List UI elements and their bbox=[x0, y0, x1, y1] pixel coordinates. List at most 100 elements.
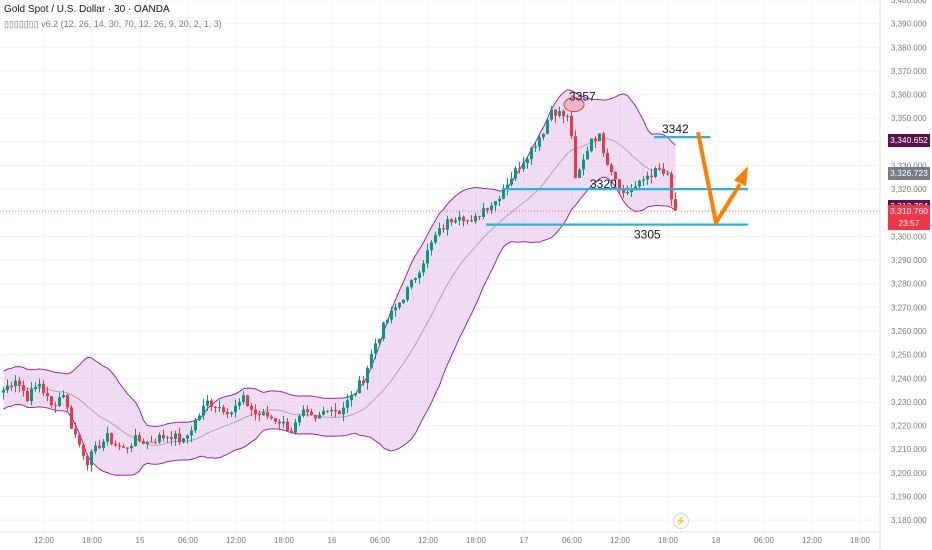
projection-arrow bbox=[696, 131, 742, 225]
candle-body bbox=[86, 455, 89, 466]
candle-body bbox=[362, 380, 365, 383]
candle-body bbox=[290, 430, 293, 433]
candle-body bbox=[134, 435, 137, 447]
candle-body bbox=[230, 412, 233, 415]
price-tick: 3,290.000 bbox=[891, 256, 927, 265]
candle-body bbox=[478, 215, 481, 217]
high-label: 3357 bbox=[569, 90, 596, 104]
candle-body bbox=[594, 138, 597, 142]
candle-body bbox=[142, 441, 145, 444]
candle-body bbox=[662, 168, 665, 174]
candle-body bbox=[618, 179, 621, 191]
candle-body bbox=[654, 168, 657, 177]
candle-body bbox=[598, 133, 601, 142]
candle-body bbox=[222, 407, 225, 413]
candle-body bbox=[234, 405, 237, 413]
candle-body bbox=[54, 405, 57, 407]
candle-body bbox=[342, 407, 345, 415]
candle-body bbox=[382, 322, 385, 339]
candle-body bbox=[570, 115, 573, 137]
candle-body bbox=[346, 400, 349, 408]
candle-body bbox=[334, 409, 337, 412]
candle-body bbox=[482, 208, 485, 217]
candle-body bbox=[418, 272, 421, 279]
candle-body bbox=[182, 438, 185, 443]
time-tick: 18:00 bbox=[466, 536, 487, 545]
candle-body bbox=[554, 109, 557, 116]
candle-body bbox=[558, 111, 561, 116]
candle-body bbox=[106, 433, 109, 442]
candle-body bbox=[78, 434, 81, 445]
price-tick: 3,260.000 bbox=[891, 327, 927, 336]
price-tick: 3,300.000 bbox=[891, 232, 927, 241]
candle-body bbox=[286, 421, 289, 431]
candle-body bbox=[10, 385, 13, 387]
candle-body bbox=[626, 192, 629, 194]
candle-body bbox=[614, 172, 617, 180]
candles bbox=[2, 105, 677, 472]
candle-body bbox=[422, 263, 425, 273]
candle-body bbox=[358, 380, 361, 394]
price-tick: 3,270.000 bbox=[891, 303, 927, 312]
candle-body bbox=[114, 443, 117, 446]
candle-body bbox=[398, 302, 401, 308]
candle-body bbox=[450, 219, 453, 223]
candle-body bbox=[582, 159, 585, 170]
time-tick: 06:00 bbox=[562, 536, 583, 545]
candle-body bbox=[566, 115, 569, 117]
price-badge: 3,326.723 bbox=[888, 167, 930, 181]
candle-body bbox=[366, 367, 369, 383]
time-tick: 18:00 bbox=[274, 536, 295, 545]
candle-body bbox=[58, 397, 61, 406]
candle-body bbox=[246, 395, 249, 406]
price-tick: 3,180.000 bbox=[891, 516, 927, 525]
candle-body bbox=[306, 409, 309, 413]
candle-body bbox=[574, 136, 577, 178]
high-circle bbox=[563, 97, 585, 113]
candle-body bbox=[42, 383, 45, 393]
candle-body bbox=[602, 133, 605, 153]
candle-body bbox=[170, 437, 173, 440]
candle-body bbox=[330, 409, 333, 412]
candle-body bbox=[62, 395, 65, 398]
time-tick: 18:00 bbox=[82, 536, 103, 545]
lightning-icon[interactable]: ⚡ bbox=[673, 513, 689, 529]
candle-body bbox=[442, 228, 445, 230]
candle-body bbox=[462, 216, 465, 222]
candle-body bbox=[94, 445, 97, 452]
candle-body bbox=[282, 421, 285, 424]
candle-body bbox=[70, 407, 73, 429]
candle-body bbox=[30, 388, 33, 402]
price-badge: 3,310.760 23:57 bbox=[888, 205, 930, 230]
time-tick: 18:00 bbox=[850, 536, 871, 545]
candle-body bbox=[82, 444, 85, 456]
symbol-title[interactable]: Gold Spot / U.S. Dollar · 30 · OANDA bbox=[4, 4, 170, 15]
candle-body bbox=[350, 394, 353, 401]
candle-body bbox=[534, 146, 537, 148]
candle-body bbox=[514, 168, 517, 179]
candle-body bbox=[198, 415, 201, 420]
time-tick: 06:00 bbox=[754, 536, 775, 545]
candle-body bbox=[530, 147, 533, 160]
time-axis: 12:00 18:00 15 06:00 12:00 18:00 16 06:00 12:00 1… bbox=[0, 531, 880, 545]
candle-body bbox=[214, 406, 217, 408]
candle-body bbox=[498, 198, 501, 202]
price-tick: 3,360.000 bbox=[891, 91, 927, 100]
candle-body bbox=[178, 433, 181, 443]
projection-arrowhead bbox=[734, 166, 748, 187]
indicator-legend[interactable]: ▯▯▯▯▯▯▯ v6.2 (12, 26, 14, 30, 70, 12, 26… bbox=[4, 19, 222, 29]
candle-body bbox=[542, 133, 545, 138]
candle-body bbox=[410, 279, 413, 288]
countdown: 23:57 bbox=[898, 218, 920, 228]
candle-body bbox=[310, 412, 313, 416]
candle-body bbox=[562, 111, 565, 117]
candle-body bbox=[338, 411, 341, 415]
price-tick: 3,400.000 bbox=[891, 0, 927, 5]
candle-body bbox=[426, 250, 429, 264]
candle-body bbox=[302, 409, 305, 416]
candle-body bbox=[486, 208, 489, 210]
candle-body bbox=[218, 407, 221, 409]
candle-body bbox=[526, 159, 529, 164]
candle-body bbox=[90, 451, 93, 466]
